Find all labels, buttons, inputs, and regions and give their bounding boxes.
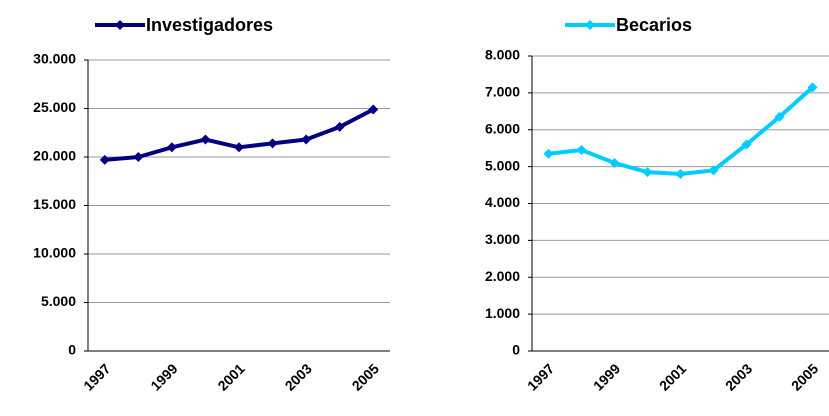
- point: [708, 165, 719, 176]
- x-tick-label: 1997: [524, 360, 557, 393]
- point: [99, 154, 110, 165]
- point: [133, 152, 144, 162]
- y-tick-label: 7.000: [485, 84, 520, 100]
- point: [368, 104, 379, 115]
- point: [576, 145, 587, 156]
- y-tick-label: 4.000: [485, 194, 520, 210]
- y-tick-label: 10.000: [33, 245, 76, 261]
- point: [301, 134, 312, 145]
- legend-marker: [115, 20, 125, 30]
- point: [166, 142, 177, 153]
- legend-label: Investigadores: [146, 15, 273, 35]
- x-tick-label: 1999: [147, 360, 180, 393]
- legend-marker: [585, 20, 595, 30]
- y-tick-label: 20.000: [33, 148, 76, 164]
- point: [774, 111, 785, 122]
- series-line: [548, 85, 814, 176]
- point: [267, 138, 278, 149]
- x-tick-label: 2005: [349, 360, 382, 393]
- y-tick-label: 2.000: [485, 268, 520, 284]
- y-tick-label: 6.000: [485, 120, 520, 136]
- y-tick-label: 8.000: [485, 47, 520, 63]
- y-tick-label: 30.000: [33, 51, 76, 67]
- x-tick-label: 2003: [282, 360, 315, 393]
- y-tick-label: 25.000: [33, 99, 76, 115]
- point: [675, 169, 686, 179]
- point: [642, 167, 653, 178]
- y-tick-label: 15.000: [33, 196, 76, 212]
- point: [807, 82, 818, 93]
- point: [609, 157, 620, 168]
- x-tick-label: 1999: [590, 360, 623, 393]
- y-tick-label: 5.000: [41, 293, 76, 309]
- point: [200, 134, 211, 145]
- point: [334, 121, 345, 132]
- x-tick-label: 2001: [214, 360, 247, 393]
- point: [741, 139, 752, 150]
- x-tick-label: 2005: [788, 360, 821, 393]
- point: [543, 148, 554, 159]
- x-tick-label: 1997: [80, 360, 113, 393]
- y-tick-label: 3.000: [485, 231, 520, 247]
- legend-label: Becarios: [616, 15, 692, 35]
- point: [234, 142, 244, 153]
- x-tick-label: 2001: [656, 360, 689, 393]
- y-tick-label: 0: [68, 342, 76, 358]
- x-tick-label: 2003: [722, 360, 755, 393]
- y-tick-label: 1.000: [485, 305, 520, 321]
- y-tick-label: 5.000: [485, 157, 520, 173]
- series-line: [104, 107, 375, 162]
- y-tick-label: 0: [512, 342, 520, 358]
